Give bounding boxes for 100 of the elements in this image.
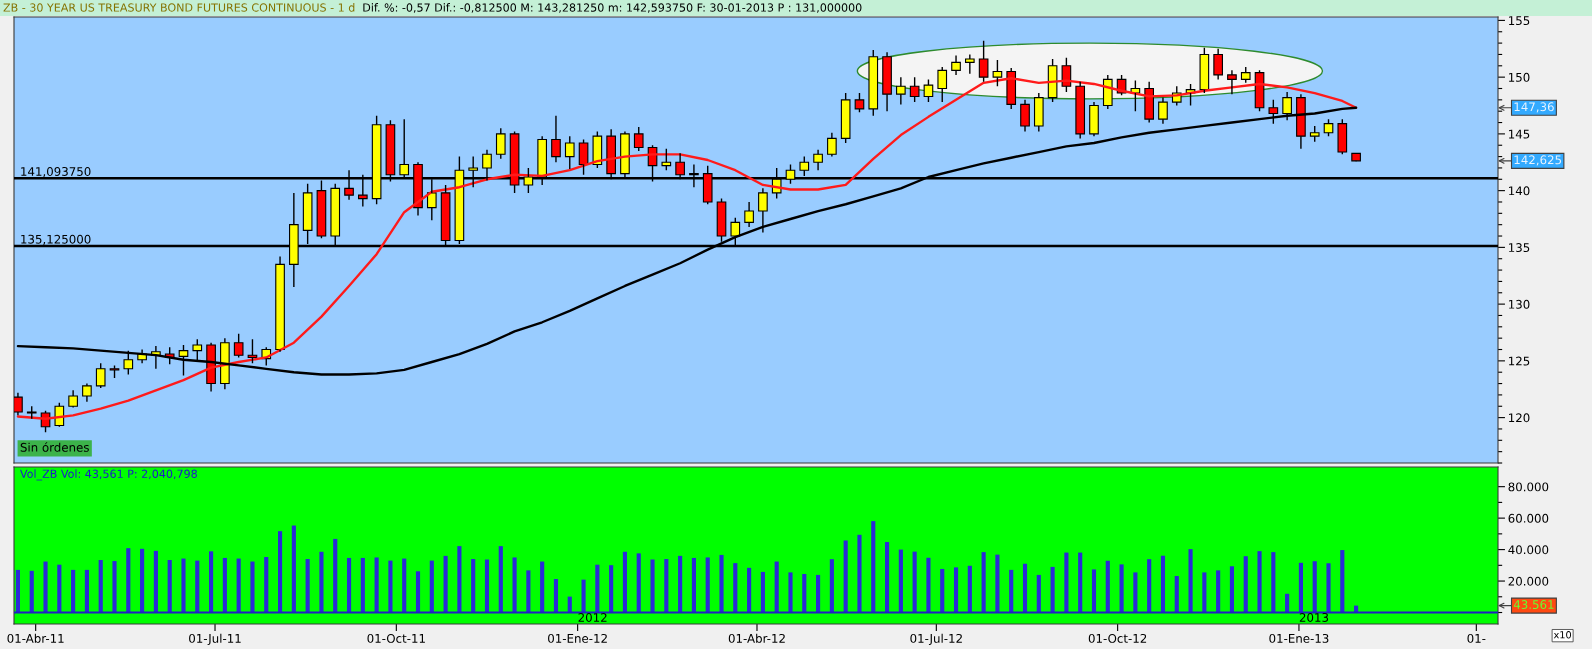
bar <box>1091 569 1097 613</box>
bar <box>1326 563 1331 613</box>
candlestick <box>275 255 285 353</box>
bar <box>1188 549 1193 613</box>
bar <box>209 551 214 613</box>
bar <box>153 550 158 613</box>
bar <box>1160 555 1166 613</box>
y-tick-label: 125 <box>1509 356 1530 366</box>
bar <box>84 569 89 613</box>
annotation: Sin órdenes <box>20 442 89 452</box>
bar <box>429 560 434 613</box>
bar <box>1312 561 1317 613</box>
bar <box>112 561 117 613</box>
x-tick-label: 01-Abr-12 <box>728 633 785 643</box>
candlestick <box>827 132 837 158</box>
candlestick <box>1075 80 1086 140</box>
ref-line-label: 141,093750 <box>21 167 91 178</box>
candlestick <box>14 391 23 417</box>
bar <box>1285 593 1290 613</box>
bar <box>816 574 821 613</box>
bar <box>291 525 296 613</box>
x-tick-label: 01-Oct-11 <box>367 633 425 643</box>
candlestick <box>896 76 906 106</box>
bar <box>1009 569 1014 613</box>
bar <box>1216 570 1221 613</box>
bar <box>15 569 21 613</box>
bar <box>126 548 131 613</box>
x-tick-label: 01-Jul-12 <box>910 633 962 646</box>
bar <box>843 540 848 613</box>
candlestick <box>1227 69 1237 95</box>
x-tick-label: 01-Oct-12 <box>1088 633 1147 643</box>
bar <box>898 549 903 613</box>
bar <box>1050 566 1055 613</box>
text: 43.561 <box>1513 600 1554 610</box>
bar <box>733 563 738 613</box>
candlestick <box>813 149 823 171</box>
y-tick-label: 120 <box>1509 413 1530 423</box>
bar <box>1119 564 1124 613</box>
bar <box>650 559 655 613</box>
x-tick-label: 01-Ene-12 <box>548 633 607 643</box>
bar <box>388 560 393 613</box>
bar <box>1105 560 1110 613</box>
x-tick-label: 01-Abr-11 <box>7 633 64 643</box>
bar <box>471 559 476 613</box>
candlestick <box>1213 48 1223 81</box>
bar <box>57 564 62 613</box>
candlestick <box>744 201 754 228</box>
bar <box>1243 556 1248 613</box>
bar <box>926 557 931 613</box>
chart-subtitle: Dif. %: -0,57 Dif.: -0,812500 M: 143,281250 m: 142,593750 F: 30-01-2013 P : 131,000000 <box>363 3 862 13</box>
candlestick <box>1020 99 1030 133</box>
bar <box>333 538 338 613</box>
bar <box>540 561 545 613</box>
candlestick <box>82 382 92 403</box>
candlestick <box>1144 80 1155 124</box>
bar <box>140 548 145 613</box>
bar <box>305 559 310 613</box>
bar <box>912 551 917 613</box>
y-tick-label: 155 <box>1509 16 1530 26</box>
bar <box>167 559 172 613</box>
text: x10 <box>1553 631 1572 639</box>
candlestick <box>1033 92 1044 133</box>
bar <box>581 579 586 613</box>
y-tick-label: 60.000 <box>1508 513 1549 523</box>
candlestick <box>882 51 892 112</box>
bar <box>1298 562 1303 613</box>
bar <box>277 531 283 613</box>
bar <box>774 561 779 613</box>
bar <box>884 542 890 613</box>
y-tick-label: 150 <box>1509 72 1530 82</box>
bar <box>1064 552 1069 613</box>
chart-title: ZB - 30 YEAR US TREASURY BOND FUTURES CONTINUOUS - 1 d <box>3 3 355 12</box>
bar <box>484 559 490 613</box>
bar <box>940 568 945 613</box>
bar <box>1257 551 1262 613</box>
bar <box>346 557 352 613</box>
bar <box>1078 552 1083 613</box>
x-tick-label: 01-Jul-11 <box>189 633 241 646</box>
candlestick <box>661 147 672 171</box>
bar <box>512 557 517 613</box>
x-tick-label: 01- <box>1467 633 1486 643</box>
bar <box>553 579 559 613</box>
text: 142,625 <box>1514 155 1562 166</box>
candlestick <box>964 53 975 75</box>
candlestick <box>1089 101 1099 137</box>
candlestick <box>551 115 561 163</box>
bar <box>360 557 365 613</box>
bar <box>678 555 683 613</box>
bar <box>747 567 752 613</box>
bar <box>457 546 462 613</box>
bar <box>719 554 724 613</box>
bar <box>319 551 324 613</box>
chart-title: Vol_ZB Vol: 43,561 P: 2,040,798 <box>20 469 197 481</box>
bar <box>236 558 241 613</box>
y-tick-label: 130 <box>1509 299 1530 309</box>
bar <box>222 557 227 613</box>
bar <box>567 596 572 613</box>
bar <box>691 557 696 613</box>
x-tick-label: 01-Ene-13 <box>1269 633 1329 643</box>
y-tick-label: 140 <box>1509 186 1530 196</box>
